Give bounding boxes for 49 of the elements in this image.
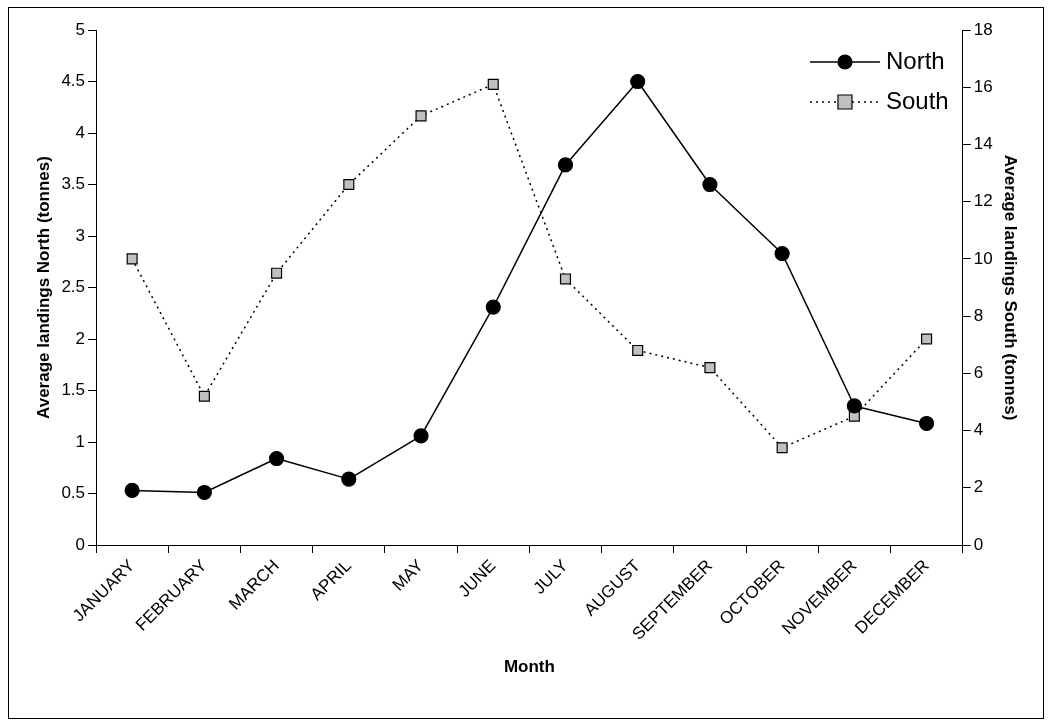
point (921, 333, 933, 345)
y-axis-title: Average landings North (tonnes) (33, 156, 53, 419)
point (702, 176, 718, 193)
point (918, 415, 935, 432)
y2-tick-label: 10 (973, 248, 993, 268)
legend-label: South (885, 86, 949, 114)
y2-tick-label: 4 (973, 420, 984, 440)
y-tick-label: 2 (75, 328, 86, 348)
point (126, 253, 138, 265)
y-tick-label: 0 (75, 534, 86, 554)
y-tick-label: 0.5 (61, 483, 86, 503)
point (413, 428, 429, 444)
y-tick-label: 4.5 (61, 71, 86, 91)
point (704, 362, 716, 374)
point (124, 482, 140, 499)
point (343, 178, 355, 191)
y2-tick-label: 16 (973, 76, 993, 96)
point (559, 273, 572, 285)
y-tick-label: 3.5 (61, 174, 86, 194)
y2-tick-label: 12 (973, 191, 993, 211)
y-tick-label: 4 (75, 122, 86, 142)
point (774, 245, 790, 262)
point (487, 78, 499, 90)
point (415, 110, 427, 122)
y2-axis-title: Average landings South (tonnes) (1001, 154, 1021, 421)
point (776, 442, 788, 454)
legend-label: North (885, 46, 945, 74)
y2-tick-label: 6 (973, 363, 984, 383)
y2-tick-label: 8 (973, 305, 984, 325)
y2-tick-label: 14 (973, 134, 993, 154)
point (268, 450, 285, 467)
point (485, 299, 501, 315)
point (632, 344, 644, 357)
point (557, 157, 574, 173)
y2-tick-label: 18 (973, 19, 993, 39)
point (271, 267, 283, 279)
point (630, 73, 646, 90)
x-axis-title: Month (503, 657, 555, 677)
y-tick-label: 1.5 (61, 380, 86, 400)
y-tick-label: 5 (75, 19, 86, 39)
y2-tick-label: 2 (973, 477, 984, 497)
y-tick-label: 2.5 (61, 277, 86, 297)
y-tick-label: 1 (75, 431, 86, 451)
point (198, 390, 210, 402)
point (196, 484, 212, 501)
point (846, 398, 862, 414)
y2-tick-label: 0 (973, 534, 984, 554)
point (341, 471, 357, 487)
y-tick-label: 3 (75, 225, 86, 245)
